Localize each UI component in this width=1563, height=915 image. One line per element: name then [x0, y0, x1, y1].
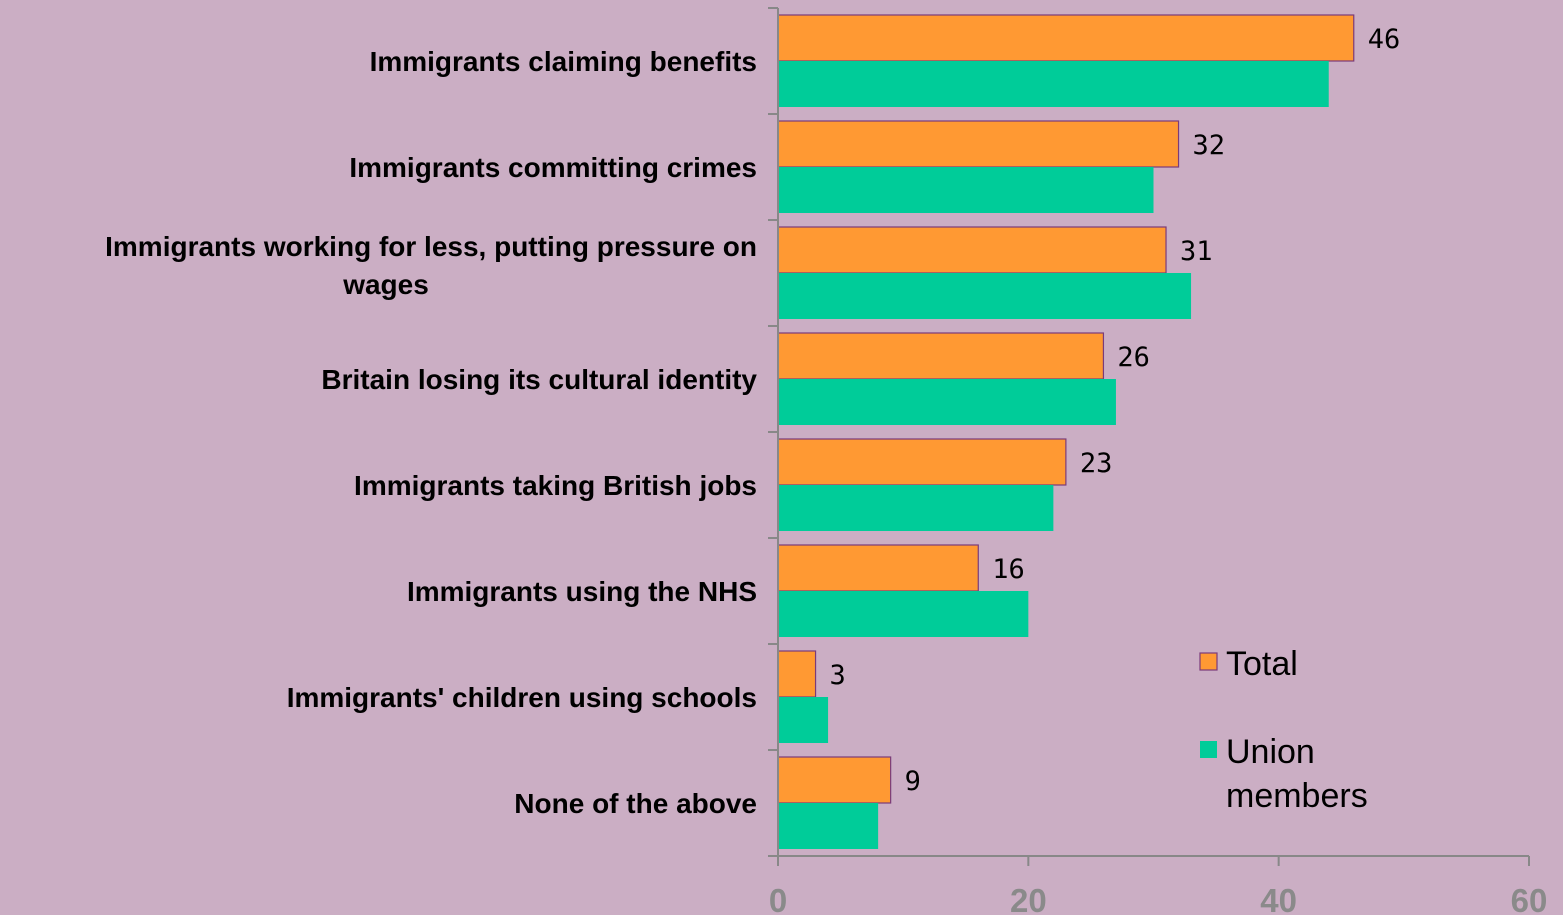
- bar-total: [778, 121, 1179, 167]
- bar-total: [778, 757, 891, 803]
- x-tick-label: 40: [1260, 882, 1297, 915]
- category-label: Immigrants committing crimes: [349, 152, 757, 183]
- category-label: Immigrants working for less, putting pre…: [105, 231, 757, 262]
- bar-union-members: [778, 591, 1028, 637]
- bar-total: [778, 333, 1103, 379]
- data-label: 23: [1080, 448, 1113, 479]
- data-label: 31: [1180, 236, 1213, 267]
- data-label: 3: [830, 660, 846, 691]
- bar-union-members: [778, 803, 878, 849]
- x-tick-label: 20: [1010, 882, 1047, 915]
- bar-total: [778, 439, 1066, 485]
- bar-union-members: [778, 485, 1053, 531]
- bar-union-members: [778, 697, 828, 743]
- x-tick-label: 0: [769, 882, 787, 915]
- legend-label: Union: [1226, 733, 1315, 771]
- category-label: None of the above: [514, 788, 757, 819]
- category-label: Immigrants taking British jobs: [354, 470, 757, 501]
- category-label: Britain losing its cultural identity: [321, 364, 757, 395]
- bar-union-members: [778, 167, 1154, 213]
- data-label: 26: [1117, 342, 1150, 373]
- bar-total: [778, 15, 1354, 61]
- legend-label: members: [1226, 777, 1368, 815]
- data-label: 9: [905, 766, 921, 797]
- data-label: 46: [1368, 24, 1401, 55]
- bar-total: [778, 651, 816, 697]
- category-label: Immigrants' children using schools: [287, 682, 757, 713]
- x-tick-label: 60: [1511, 882, 1548, 915]
- category-label: Immigrants using the NHS: [407, 576, 757, 607]
- data-label: 32: [1193, 130, 1226, 161]
- category-label: Immigrants claiming benefits: [370, 46, 757, 77]
- legend-swatch-total: [1200, 653, 1217, 670]
- bar-union-members: [778, 379, 1116, 425]
- bar-total: [778, 227, 1166, 273]
- category-label: wages: [342, 269, 429, 300]
- bar-union-members: [778, 273, 1191, 319]
- bar-union-members: [778, 61, 1329, 107]
- legend-swatch-union-members: [1200, 741, 1217, 758]
- data-label: 16: [992, 554, 1025, 585]
- legend-label: Total: [1226, 645, 1298, 683]
- bar-total: [778, 545, 978, 591]
